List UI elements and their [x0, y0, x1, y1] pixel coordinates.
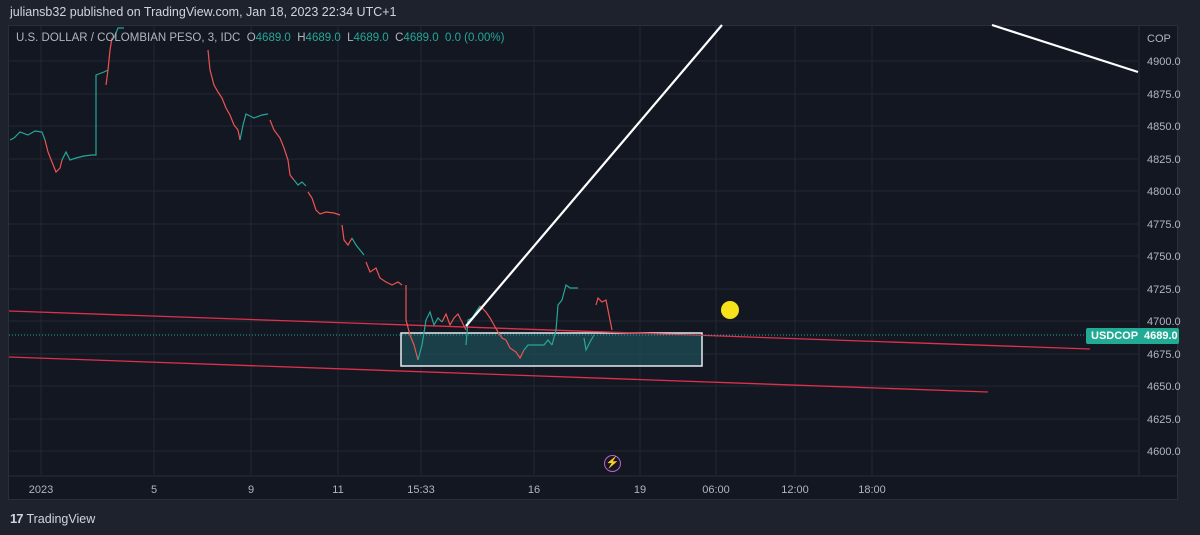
open-label: O [246, 32, 256, 44]
symbol-price-badge: USDCOP [1086, 328, 1144, 344]
footer-brand: 17 TradingView [10, 511, 95, 526]
price-axis-currency: COP [1147, 33, 1171, 45]
projection-line-up[interactable] [465, 24, 723, 327]
time-tick: 06:00 [702, 484, 730, 496]
projection-line-down[interactable] [991, 23, 1139, 74]
price-tick: 4675.0 [1147, 349, 1181, 361]
time-tick: 9 [248, 484, 254, 496]
price-axis[interactable]: COP 4900.0 4875.0 4850.0 4825.0 4800.0 4… [1147, 33, 1181, 458]
low-value: 4689.0 [353, 32, 389, 44]
publisher-caption: juliansb32 published on TradingView.com,… [10, 5, 397, 19]
time-tick: 11 [332, 484, 343, 496]
price-tick: 4750.0 [1147, 251, 1181, 263]
high-label: H [297, 32, 306, 44]
open-value: 4689.0 [255, 32, 291, 44]
tradingview-logo-icon: 17 [10, 511, 24, 526]
time-tick: 15:33 [407, 484, 435, 496]
price-tick: 4825.0 [1147, 154, 1181, 166]
change-value: 0.0 (0.00%) [445, 32, 505, 44]
upper-trendline[interactable] [8, 310, 1091, 350]
grid-lines [9, 26, 1138, 475]
time-tick: 18:00 [858, 484, 886, 496]
lower-trendline[interactable] [8, 356, 989, 393]
time-tick: 16 [528, 484, 540, 496]
time-axis[interactable]: 2023 5 9 11 15:33 16 19 06:00 12:00 18:0… [29, 484, 886, 496]
lightning-event-icon[interactable]: ⚡ [604, 455, 621, 472]
yellow-marker[interactable] [721, 301, 739, 319]
symbol-legend[interactable]: U.S. DOLLAR / COLOMBIAN PESO, 3, IDC O46… [16, 32, 504, 44]
price-tick: 4700.0 [1147, 316, 1181, 328]
price-tick: 4800.0 [1147, 186, 1181, 198]
price-tick: 4775.0 [1147, 219, 1181, 231]
time-tick: 2023 [29, 484, 53, 496]
price-tick: 4600.0 [1147, 446, 1181, 458]
brand-name: TradingView [26, 511, 96, 526]
time-tick: 12:00 [781, 484, 809, 496]
price-tick: 4625.0 [1147, 414, 1181, 426]
price-series [9, 27, 613, 361]
price-tick: 4875.0 [1147, 89, 1181, 101]
high-value: 4689.0 [305, 32, 341, 44]
time-tick: 5 [151, 484, 157, 496]
price-tick: 4725.0 [1147, 284, 1181, 296]
chart-pane[interactable] [8, 25, 1178, 500]
support-zone-rectangle[interactable] [400, 332, 703, 367]
time-tick: 19 [634, 484, 646, 496]
price-tick: 4650.0 [1147, 381, 1181, 393]
price-tick: 4850.0 [1147, 121, 1181, 133]
close-value: 4689.0 [403, 32, 439, 44]
close-label: C [395, 32, 404, 44]
low-label: L [347, 32, 354, 44]
price-tick: 4900.0 [1147, 56, 1181, 68]
symbol-title: U.S. DOLLAR / COLOMBIAN PESO, 3, IDC [16, 32, 241, 44]
last-price-badge: 4689.0 [1139, 328, 1179, 344]
